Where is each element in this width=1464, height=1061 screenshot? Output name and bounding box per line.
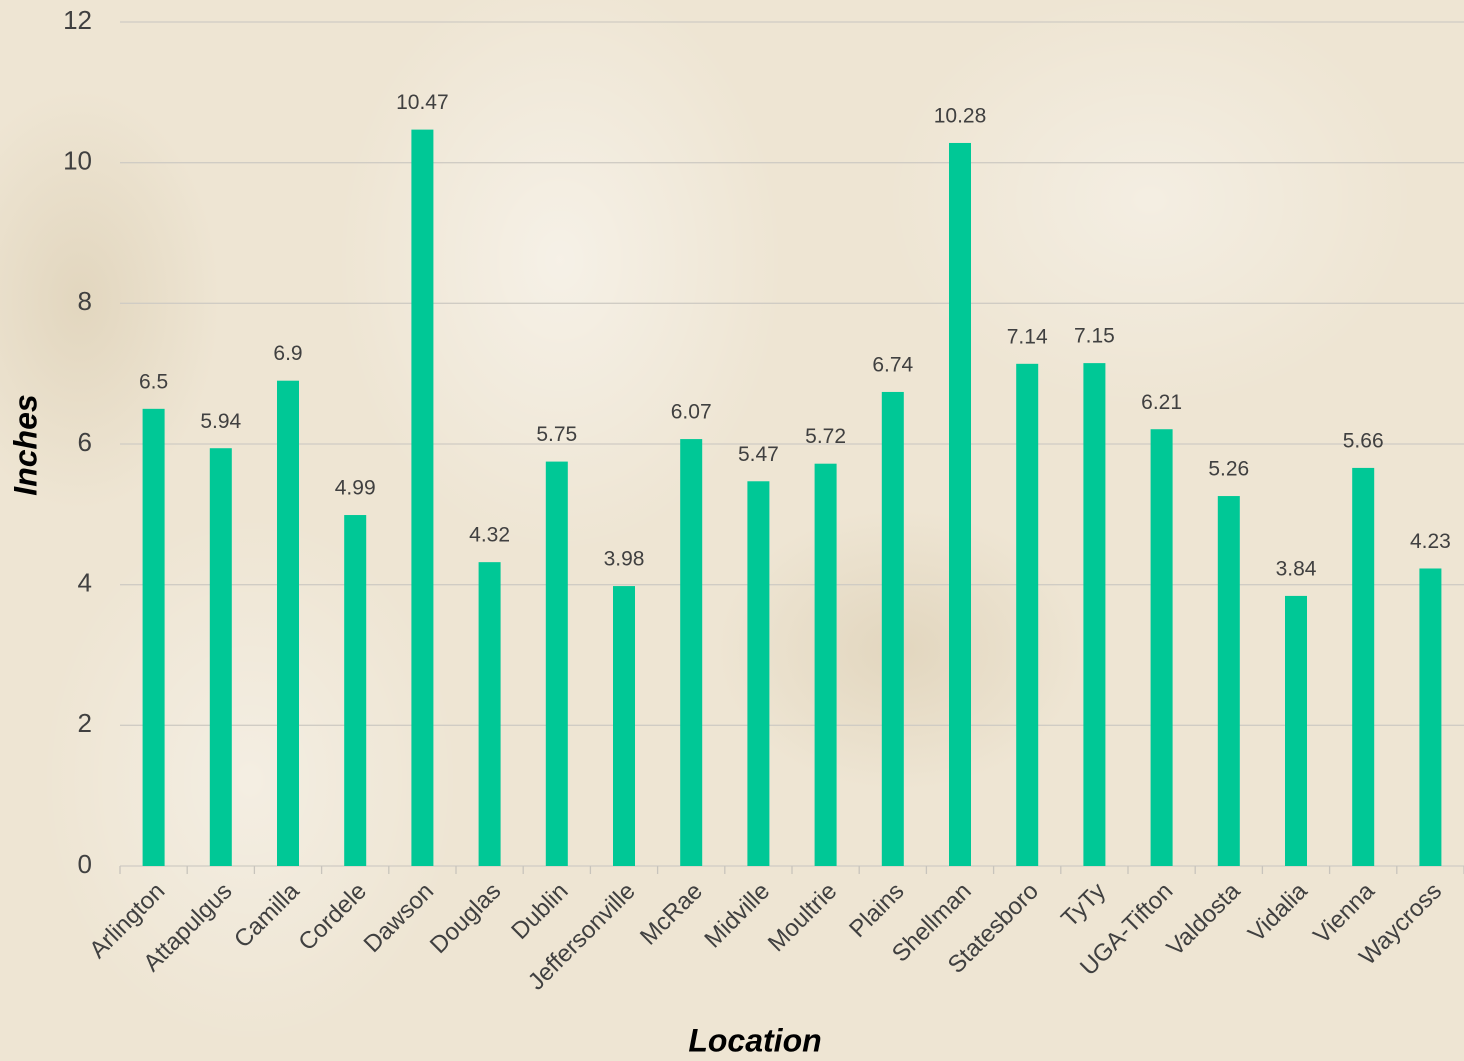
value-label: 5.72 [805, 425, 846, 448]
bar [1218, 496, 1240, 866]
x-tick-label: McRae [635, 878, 708, 951]
value-label: 5.75 [536, 423, 577, 446]
x-tick-label: Vidalia [1243, 877, 1313, 947]
x-tick-label: Midville [699, 878, 775, 954]
x-tick-label: Douglas [425, 878, 506, 959]
value-label: 6.07 [671, 401, 712, 424]
bar [210, 448, 232, 866]
chart: Inches Location 0246810126.5Arlington5.9… [0, 0, 1464, 1061]
y-tick-label: 8 [78, 286, 92, 316]
bar [277, 381, 299, 866]
x-tick-label: Camilla [229, 877, 305, 953]
bar [479, 562, 501, 866]
x-tick-label: Valdosta [1162, 877, 1246, 961]
bar [546, 462, 568, 866]
bar [411, 130, 433, 866]
value-label: 4.32 [469, 524, 510, 547]
value-label: 4.23 [1410, 530, 1451, 553]
bar [1419, 568, 1441, 866]
bar [815, 464, 837, 866]
bar [1285, 596, 1307, 866]
value-label: 5.94 [200, 410, 241, 433]
value-label: 5.26 [1208, 458, 1249, 481]
y-axis-title: Inches [7, 394, 43, 495]
bar [143, 409, 165, 866]
y-tick-label: 4 [78, 568, 92, 598]
y-tick-label: 12 [63, 5, 92, 35]
bar [1151, 429, 1173, 866]
x-tick-label: Moultrie [763, 878, 842, 957]
x-axis-title: Location [688, 1022, 821, 1058]
bar [680, 439, 702, 866]
value-label: 6.74 [872, 354, 913, 377]
y-tick-label: 2 [78, 708, 92, 738]
x-tick-label: Dawson [359, 878, 439, 958]
value-label: 5.66 [1343, 429, 1384, 452]
page: Inches Location 0246810126.5Arlington5.9… [0, 0, 1464, 1061]
value-label: 10.28 [934, 105, 987, 128]
y-tick-label: 10 [63, 146, 92, 176]
value-label: 10.47 [396, 91, 449, 114]
y-tick-label: 0 [78, 849, 92, 879]
y-tick-label: 6 [78, 427, 92, 457]
value-label: 5.47 [738, 443, 779, 466]
bar [747, 481, 769, 866]
value-label: 4.99 [335, 477, 376, 500]
value-label: 7.14 [1007, 325, 1048, 348]
value-label: 3.98 [604, 548, 645, 571]
value-label: 3.84 [1276, 557, 1317, 580]
x-tick-label: Cordele [293, 878, 372, 957]
bar [613, 586, 635, 866]
x-tick-label: TyTy [1056, 878, 1111, 933]
value-label: 7.15 [1074, 325, 1115, 348]
bar [882, 392, 904, 866]
bar [1016, 364, 1038, 866]
bar [344, 515, 366, 866]
bar [1352, 468, 1374, 866]
bar [1083, 363, 1105, 866]
value-label: 6.21 [1141, 391, 1182, 414]
value-label: 6.9 [273, 342, 302, 365]
x-tick-label: Plains [844, 878, 909, 943]
value-label: 6.5 [139, 370, 168, 393]
bar [949, 143, 971, 866]
